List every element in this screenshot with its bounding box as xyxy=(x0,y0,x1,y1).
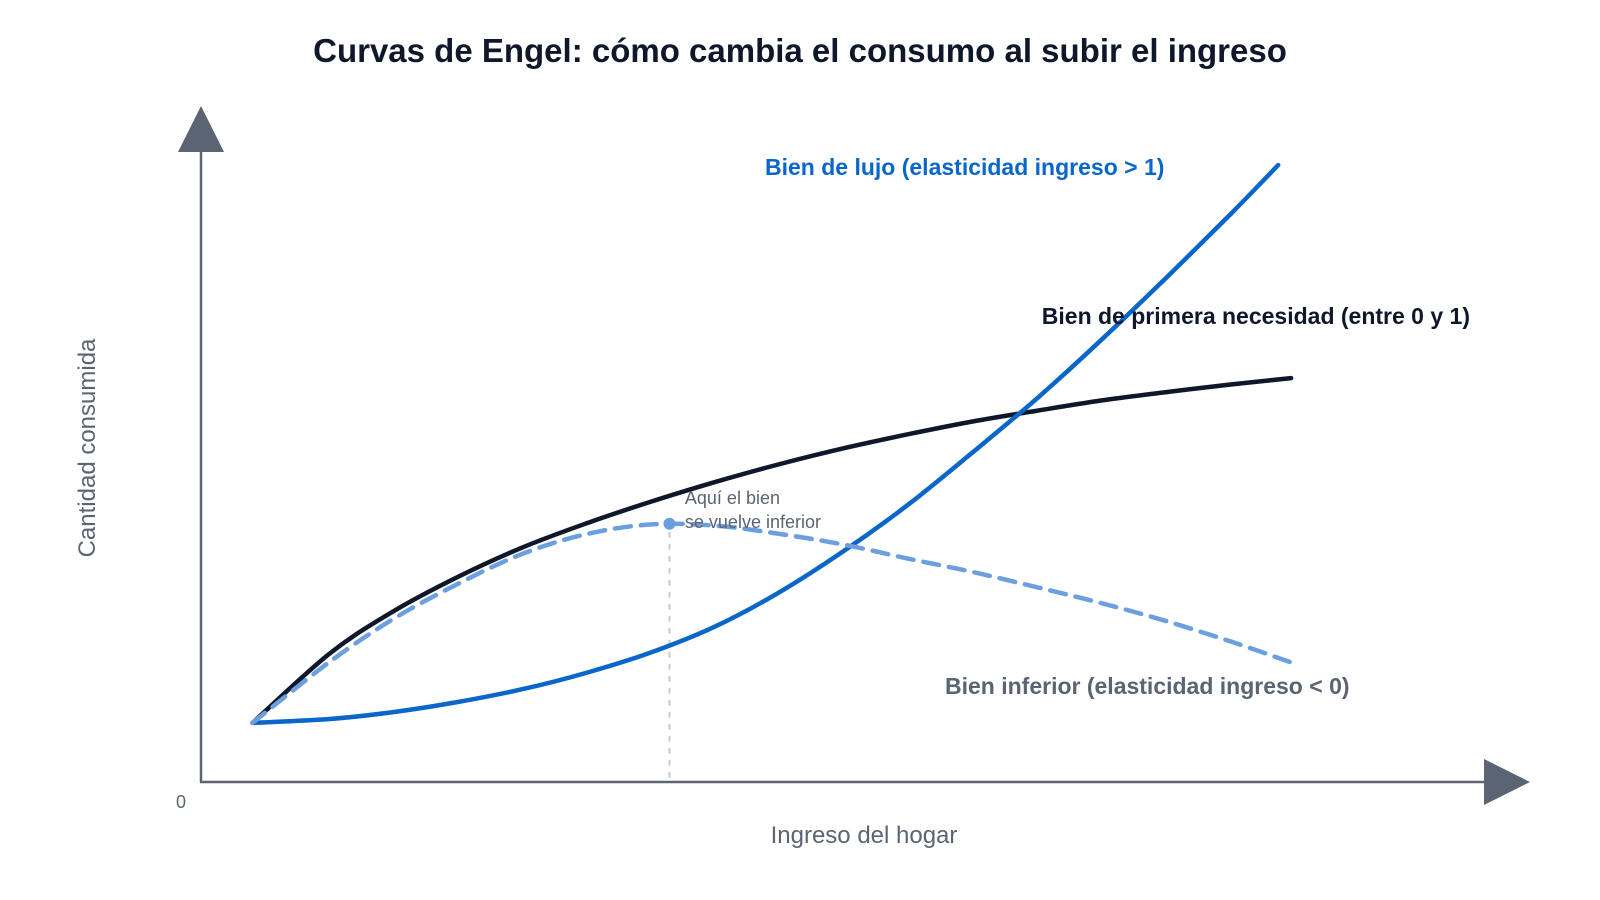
series-label-inferior-good: Bien inferior (elasticidad ingreso < 0) xyxy=(945,673,1350,699)
series-line-luxury-good xyxy=(250,162,1281,726)
inferior-peak-marker xyxy=(663,517,676,530)
x-axis-arrow xyxy=(1484,759,1530,805)
annotation-line-2: se vuelve inferior xyxy=(685,512,821,532)
series-line-inferior-good xyxy=(250,521,1294,726)
y-axis-label: Cantidad consumida xyxy=(74,338,101,557)
y-axis-arrow xyxy=(178,106,224,152)
annotation-line-1: Aquí el bien xyxy=(685,488,780,508)
axes xyxy=(178,106,1530,805)
series-layer xyxy=(250,162,1294,726)
inferior-annotation: Aquí el bien se vuelve inferior xyxy=(685,488,821,532)
origin-tick-label: 0 xyxy=(176,792,186,812)
chart-title: Curvas de Engel: cómo cambia el consumo … xyxy=(313,32,1287,69)
series-label-necessity-good: Bien de primera necesidad (entre 0 y 1) xyxy=(1042,303,1470,329)
series-label-luxury-good: Bien de lujo (elasticidad ingreso > 1) xyxy=(765,154,1164,180)
series-line-necessity-good xyxy=(250,375,1294,726)
x-axis-label: Ingreso del hogar xyxy=(771,822,958,849)
